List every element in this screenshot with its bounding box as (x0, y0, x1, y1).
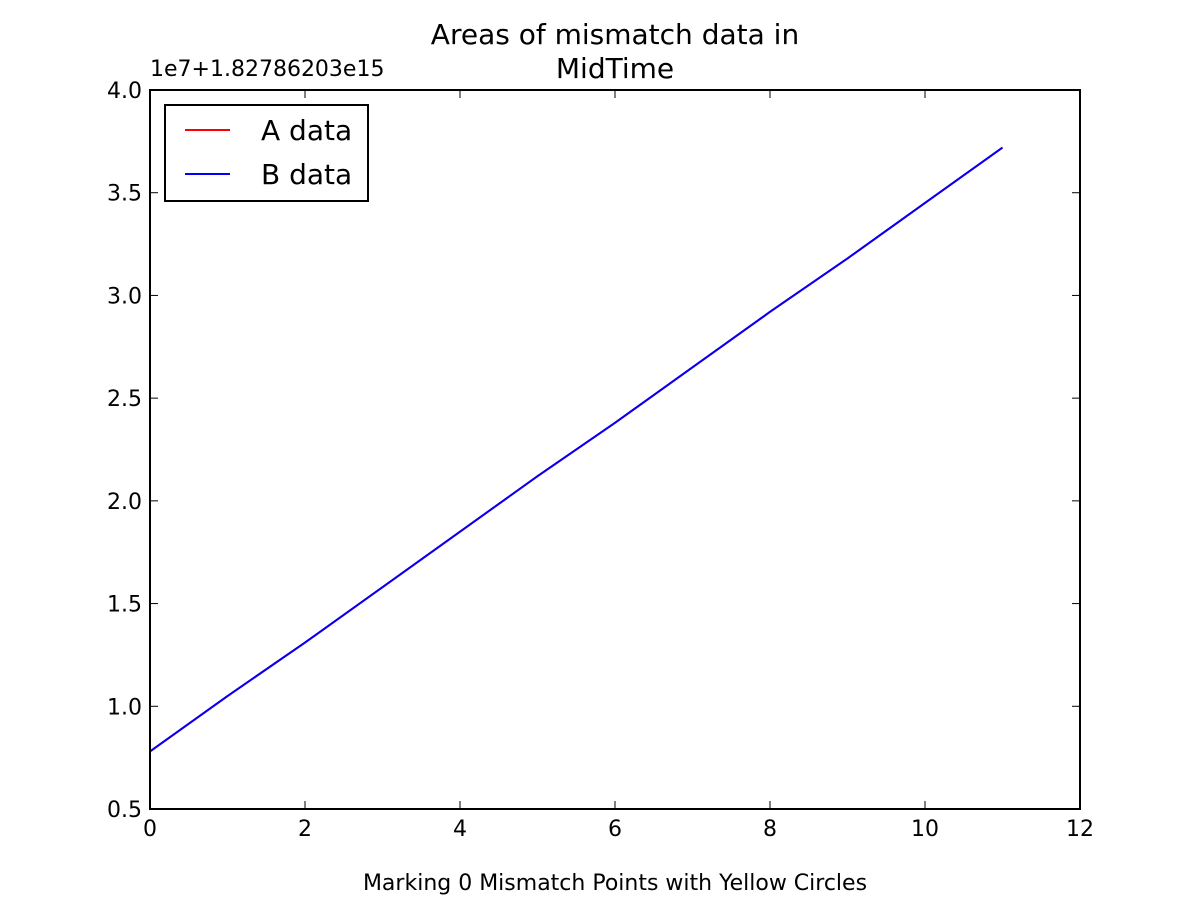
x-tick-label: 8 (763, 817, 777, 842)
y-tick-label: 0.5 (107, 798, 142, 823)
x-tick-label: 12 (1066, 817, 1094, 842)
y-tick-label: 4.0 (107, 79, 142, 104)
y-tick-label: 3.0 (107, 284, 142, 309)
y-tick-label: 1.0 (107, 695, 142, 720)
series-line (149, 146, 1004, 753)
legend-label: B data (261, 158, 352, 191)
y-tick-label: 3.5 (107, 182, 142, 207)
x-axis-label: Marking 0 Mismatch Points with Yellow Ci… (363, 871, 867, 896)
chart-title: Areas of mismatch data in MidTime (430, 18, 800, 85)
x-tick-label: 6 (608, 817, 622, 842)
y-tick-label: 2.5 (107, 387, 142, 412)
legend-label: A data (261, 114, 352, 147)
legend-box (164, 104, 369, 202)
y-offset-label: 1e7+1.82786203e15 (150, 57, 384, 82)
x-tick-label: 4 (453, 817, 467, 842)
y-tick-label: 1.5 (107, 593, 142, 618)
x-tick-label: 10 (911, 817, 939, 842)
plot-frame (149, 89, 1081, 810)
y-tick-label: 2.0 (107, 490, 142, 515)
x-tick-label: 2 (298, 817, 312, 842)
x-tick-label: 0 (143, 817, 157, 842)
